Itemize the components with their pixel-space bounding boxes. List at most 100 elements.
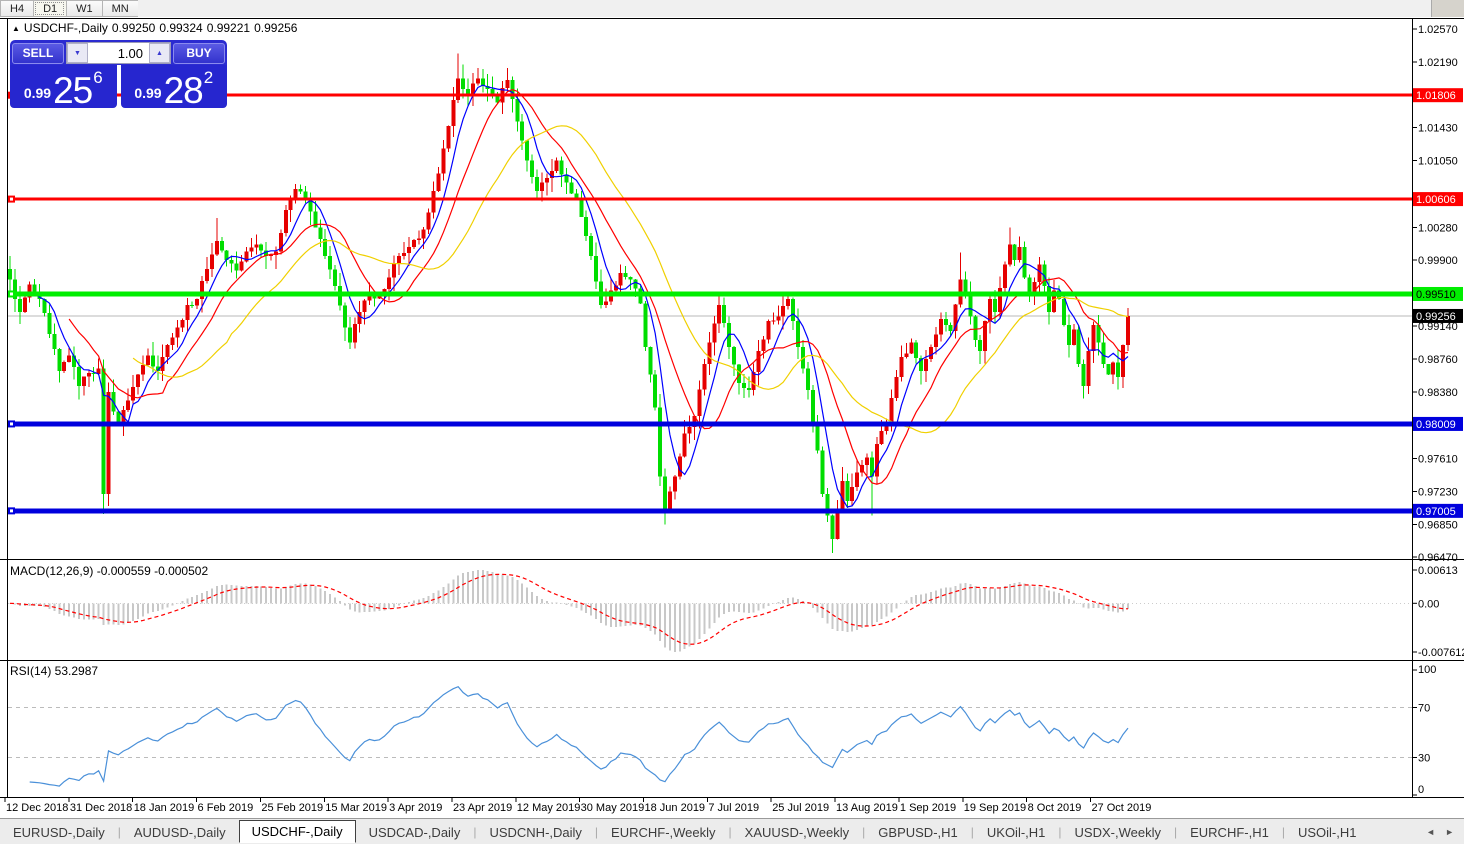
sell-price-base: 0.99 bbox=[23, 85, 52, 101]
sell-price-box[interactable]: 0.99 25 6 bbox=[10, 65, 117, 109]
buy-price-pips: 28 bbox=[163, 69, 204, 111]
tab-gbpusd-h1[interactable]: GBPUSD-,H1 bbox=[878, 824, 958, 840]
price-axis-label: 0.99900 bbox=[1418, 255, 1458, 267]
tab-ukoil-h1[interactable]: UKOil-,H1 bbox=[986, 824, 1046, 840]
trade-panel-prices: 0.99 25 6 0.99 28 2 bbox=[10, 65, 227, 111]
tab-usdchf-daily[interactable]: USDCHF-,Daily bbox=[238, 819, 356, 843]
date-axis-label: 13 Aug 2019 bbox=[836, 802, 898, 814]
volume-decrease-button[interactable]: ▼ bbox=[67, 43, 88, 63]
tab-separator: | bbox=[117, 825, 121, 839]
buy-price-base: 0.99 bbox=[134, 85, 162, 101]
volume-increase-button[interactable]: ▲ bbox=[149, 43, 170, 63]
date-axis-label: 12 Dec 2018 bbox=[6, 802, 68, 814]
buy-price-box[interactable]: 0.99 28 2 bbox=[120, 65, 227, 111]
price-axis[interactable]: 1.02570 1.02190 1.01430 1.01050 1.00280 0.999… bbox=[1412, 24, 1458, 564]
low-value: 0.99221 bbox=[206, 21, 251, 35]
macd-histogram bbox=[9, 570, 1129, 652]
tab-usdcad-daily[interactable]: USDCAD-,Daily bbox=[368, 824, 461, 840]
date-axis-label: 3 Apr 2019 bbox=[389, 802, 442, 814]
timeframe-button-MN[interactable]: MN bbox=[101, 0, 138, 17]
horizontal-line-0.98009[interactable] bbox=[8, 420, 1412, 428]
date-axis-label: 6 Feb 2019 bbox=[198, 802, 254, 814]
line-price-tag: 1.00606 bbox=[1413, 192, 1463, 207]
candles bbox=[8, 53, 1130, 553]
price-axis-label: 0.96470 bbox=[1418, 552, 1458, 564]
chart-plot[interactable]: 1.02570 1.02190 1.01430 1.01050 1.00280 0.999… bbox=[0, 0, 1464, 818]
buy-button[interactable]: BUY bbox=[173, 42, 225, 64]
date-axis-label: 19 Sep 2019 bbox=[964, 802, 1026, 814]
tab-usdx-weekly[interactable]: USDX-,Weekly bbox=[1074, 824, 1161, 840]
tab-usoil-h1[interactable]: USOil-,H1 bbox=[1297, 824, 1357, 840]
svg-text:1.01806: 1.01806 bbox=[1416, 90, 1456, 102]
date-axis-label: 15 Mar 2019 bbox=[325, 802, 387, 814]
svg-text:0.99510: 0.99510 bbox=[1416, 289, 1456, 301]
volume-input[interactable] bbox=[88, 43, 149, 63]
timeframe-toolbar: H4 D1 W1 MN bbox=[0, 0, 1464, 17]
collapse-triangle-icon[interactable]: ▲ bbox=[12, 24, 20, 33]
tab-usdcnh-daily[interactable]: USDCNH-,Daily bbox=[489, 824, 582, 840]
date-axis-label: 25 Jul 2019 bbox=[772, 802, 829, 814]
tab-separator: | bbox=[970, 825, 974, 839]
toolbar-grip bbox=[1431, 0, 1464, 17]
rsi-axis-label: 0 bbox=[1418, 784, 1424, 796]
buy-price-fraction: 2 bbox=[203, 68, 214, 87]
sell-button[interactable]: SELL bbox=[12, 42, 64, 64]
line-price-tag: 0.98009 bbox=[1413, 416, 1463, 431]
tab-scroll-right-icon[interactable]: ► bbox=[1445, 827, 1454, 837]
price-axis-label: 0.96850 bbox=[1418, 519, 1458, 531]
trade-panel-top-row: SELL ▼ ▲ BUY bbox=[10, 40, 227, 65]
tab-audusd-daily[interactable]: AUDUSD-,Daily bbox=[133, 824, 226, 840]
date-axis-label: 18 Jun 2019 bbox=[645, 802, 706, 814]
price-axis-label: 1.01430 bbox=[1418, 123, 1458, 135]
rsi-line bbox=[29, 685, 1129, 787]
tab-eurchf-h1[interactable]: EURCHF-,H1 bbox=[1190, 824, 1269, 840]
horizontal-line-1.00606[interactable] bbox=[8, 195, 1412, 203]
date-axis-label: 27 Oct 2019 bbox=[1091, 802, 1151, 814]
date-axis-label: 8 Oct 2019 bbox=[1028, 802, 1082, 814]
line-price-tag: 1.01806 bbox=[1413, 88, 1463, 103]
date-axis[interactable]: 12 Dec 2018 31 Dec 2018 18 Jan 2019 6 Feb 2… bbox=[4, 798, 1151, 814]
tab-eurchf-weekly[interactable]: EURCHF-,Weekly bbox=[611, 824, 716, 840]
date-axis-label: 23 Apr 2019 bbox=[453, 802, 512, 814]
macd-axis: 0.00613 0.00 -0.007612 bbox=[1412, 565, 1464, 659]
price-axis-label: 1.02570 bbox=[1418, 24, 1458, 36]
symbol-ohlc-header: ▲ USDCHF-,Daily 0.99250 0.99324 0.99221 0.992… bbox=[12, 21, 301, 35]
tab-separator: | bbox=[728, 825, 732, 839]
one-click-trading-panel: SELL ▼ ▲ BUY 0.99 25 6 0.99 28 2 bbox=[10, 40, 227, 111]
macd-axis-max: 0.00613 bbox=[1418, 565, 1458, 577]
timeframe-button-D1[interactable]: D1 bbox=[33, 0, 67, 17]
price-axis-label: 1.01050 bbox=[1418, 156, 1458, 168]
price-axis-label: 0.98760 bbox=[1418, 354, 1458, 366]
horizontal-line-0.99510[interactable] bbox=[8, 290, 1412, 298]
date-axis-label: 30 May 2019 bbox=[581, 802, 645, 814]
date-axis-label: 18 Jan 2019 bbox=[134, 802, 195, 814]
moving-average-medium bbox=[68, 88, 1129, 485]
volume-control: ▼ ▲ bbox=[66, 42, 171, 64]
tab-separator: | bbox=[1058, 825, 1062, 839]
date-axis-label: 25 Feb 2019 bbox=[261, 802, 323, 814]
tab-scroll-arrows: ◄ ► bbox=[1426, 827, 1464, 837]
date-axis-label: 7 Jul 2019 bbox=[708, 802, 759, 814]
tab-separator: | bbox=[594, 825, 599, 839]
macd-indicator-label: MACD(12,26,9) -0.000559 -0.000502 bbox=[10, 564, 209, 578]
svg-text:0.97005: 0.97005 bbox=[1416, 506, 1456, 518]
horizontal-line-0.97005[interactable] bbox=[8, 507, 1412, 515]
price-axis-label: 0.97230 bbox=[1418, 486, 1458, 498]
price-axis-label: 1.02190 bbox=[1418, 57, 1458, 69]
svg-text:1.00606: 1.00606 bbox=[1416, 194, 1456, 206]
macd-axis-min: -0.007612 bbox=[1418, 647, 1464, 659]
rsi-axis-label: 70 bbox=[1418, 703, 1430, 715]
open-value: 0.99250 bbox=[111, 21, 156, 35]
tab-scroll-left-icon[interactable]: ◄ bbox=[1426, 827, 1436, 837]
current-price-tag: 0.99256 bbox=[1413, 308, 1463, 323]
tab-eurusd-daily[interactable]: EURUSD-,Daily bbox=[13, 824, 105, 840]
timeframe-button-H4[interactable]: H4 bbox=[0, 0, 34, 17]
symbol-name: USDCHF-,Daily bbox=[23, 21, 108, 35]
high-value: 0.99324 bbox=[159, 21, 203, 35]
tab-xauusd-weekly[interactable]: XAUUSD-,Weekly bbox=[744, 824, 850, 840]
price-axis-label: 0.98380 bbox=[1418, 387, 1458, 399]
timeframe-button-W1[interactable]: W1 bbox=[66, 0, 102, 17]
tab-separator: | bbox=[1173, 825, 1178, 839]
chart-tab-bar: EURUSD-,Daily | AUDUSD-,Daily USDCHF-,Daily… bbox=[0, 818, 1464, 844]
